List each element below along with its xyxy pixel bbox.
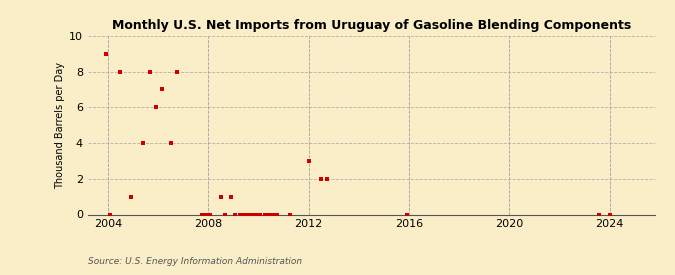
Point — [196, 212, 207, 217]
Point — [205, 212, 215, 217]
Point — [593, 212, 604, 217]
Point — [234, 212, 245, 217]
Point — [259, 212, 270, 217]
Point — [157, 87, 167, 92]
Point — [251, 212, 262, 217]
Point — [230, 212, 241, 217]
Point — [138, 141, 149, 145]
Point — [171, 69, 182, 74]
Point — [255, 212, 266, 217]
Point — [238, 212, 249, 217]
Point — [272, 212, 283, 217]
Y-axis label: Thousand Barrels per Day: Thousand Barrels per Day — [55, 62, 65, 189]
Text: Source: U.S. Energy Information Administration: Source: U.S. Energy Information Administ… — [88, 257, 302, 266]
Point — [105, 212, 115, 217]
Point — [263, 212, 274, 217]
Point — [316, 177, 327, 181]
Point — [151, 105, 161, 109]
Point — [604, 212, 615, 217]
Point — [226, 194, 237, 199]
Point — [246, 212, 257, 217]
Point — [101, 51, 111, 56]
Point — [402, 212, 412, 217]
Point — [242, 212, 253, 217]
Point — [200, 212, 211, 217]
Point — [215, 194, 226, 199]
Point — [144, 69, 155, 74]
Point — [126, 194, 136, 199]
Point — [165, 141, 176, 145]
Point — [322, 177, 333, 181]
Point — [267, 212, 278, 217]
Title: Monthly U.S. Net Imports from Uruguay of Gasoline Blending Components: Monthly U.S. Net Imports from Uruguay of… — [111, 19, 631, 32]
Point — [219, 212, 230, 217]
Point — [115, 69, 126, 74]
Point — [303, 159, 314, 163]
Point — [284, 212, 295, 217]
